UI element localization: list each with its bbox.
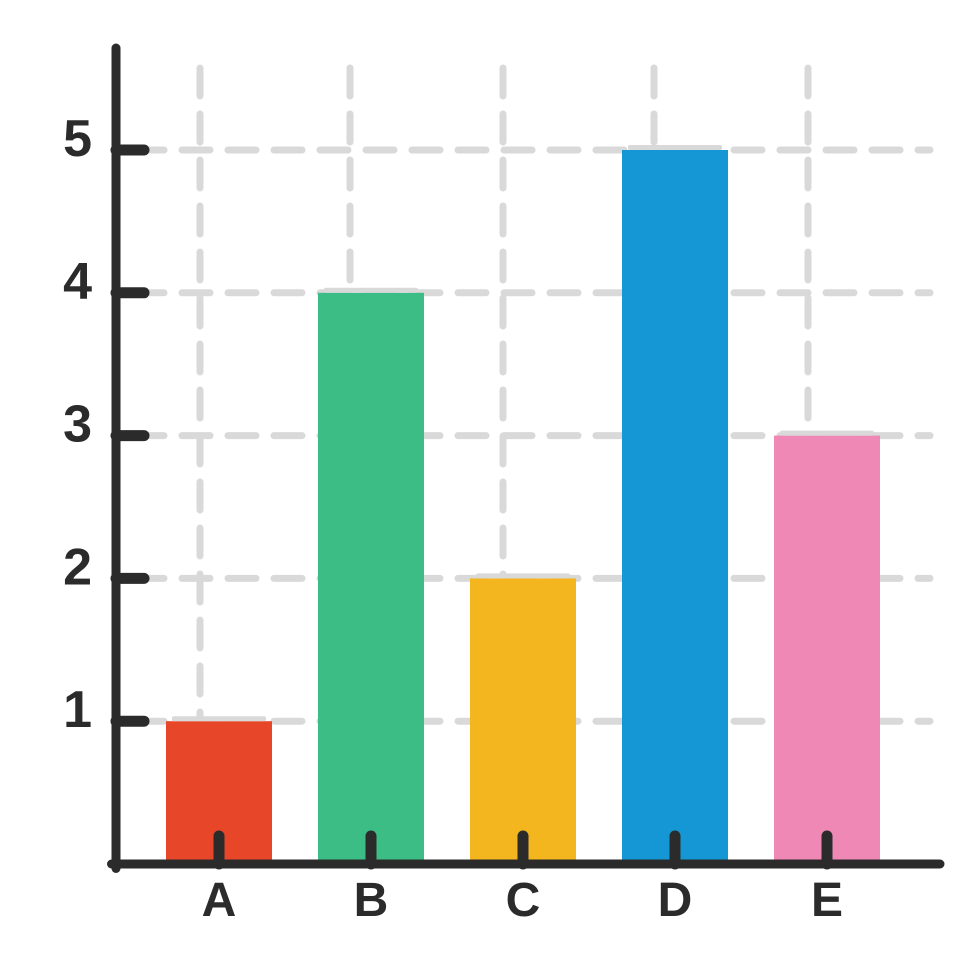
y-tick-label: 3 <box>63 396 92 454</box>
y-tick-label: 4 <box>63 253 92 311</box>
bar-d <box>622 150 728 864</box>
bar-top-highlight <box>628 145 722 150</box>
bar-top-highlight <box>172 716 266 721</box>
y-tick-label: 2 <box>63 538 92 596</box>
x-tick-label: C <box>506 874 541 927</box>
x-tick-label: D <box>658 874 693 927</box>
x-tick-label: E <box>811 874 843 927</box>
bar-b <box>318 293 424 864</box>
y-tick-label: 5 <box>63 110 92 168</box>
bar-top-highlight <box>324 288 418 293</box>
chart-canvas: 1 2 3 4 5 A B C D E <box>0 0 980 980</box>
y-tick-label: 1 <box>63 681 92 739</box>
x-tick-label: B <box>354 874 389 927</box>
bar-c <box>470 578 576 864</box>
x-tick-label: A <box>202 874 237 927</box>
bar-e <box>774 436 880 864</box>
bar-top-highlight <box>780 431 874 436</box>
bar-top-highlight <box>476 573 570 578</box>
bar-chart: 1 2 3 4 5 A B C D E <box>0 0 980 980</box>
